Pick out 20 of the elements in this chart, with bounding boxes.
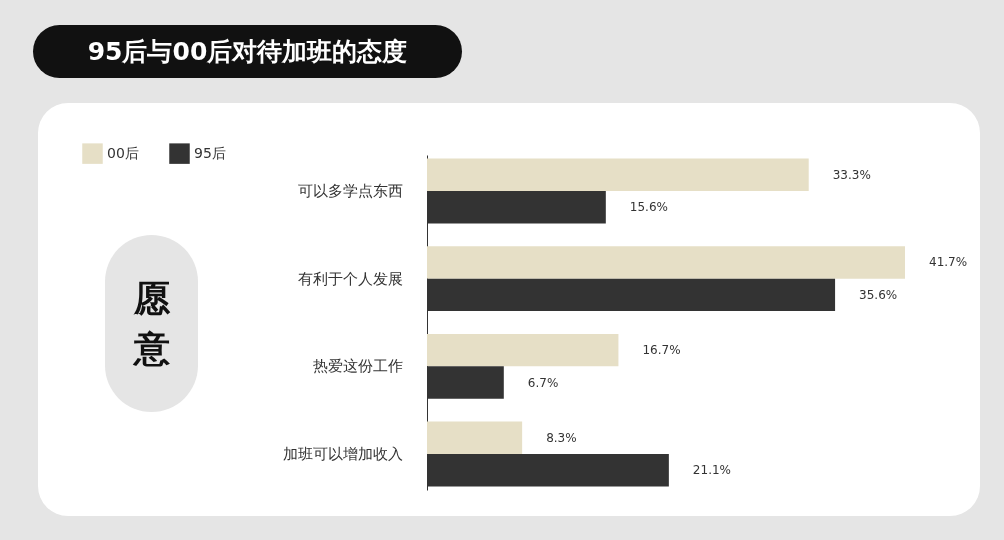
chart-title: 95后与00后对待加班的态度 [33, 25, 462, 78]
data-label: 15.6% [629, 200, 668, 215]
data-label: 41.7% [929, 255, 968, 270]
bar [427, 158, 809, 191]
bar [427, 421, 523, 455]
legend-label: 95后 [194, 144, 226, 161]
y-tick-label: 有利于个人发展 [297, 269, 403, 288]
legend-label: 00后 [107, 144, 139, 161]
bar [427, 246, 905, 279]
data-label: 8.3% [546, 430, 577, 445]
data-label: 21.1% [692, 463, 731, 478]
y-tick-label: 可以多学点东西 [297, 181, 403, 200]
data-label: 6.7% [527, 375, 559, 390]
data-label: 33.3% [832, 167, 871, 182]
bar [427, 333, 619, 367]
text: 愿意 [133, 276, 170, 371]
data-label: 16.7% [642, 343, 681, 358]
y-tick-label: 热爱这份工作 [312, 357, 403, 376]
y-tick-label: 加班可以增加收入 [282, 445, 403, 464]
data-label: 35.6% [859, 287, 898, 302]
